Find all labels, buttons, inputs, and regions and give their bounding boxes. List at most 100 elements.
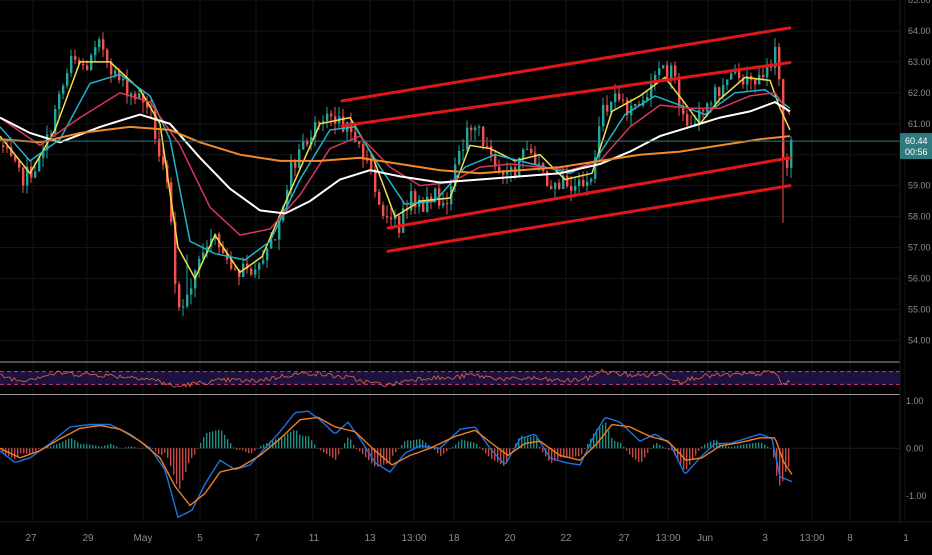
macd-histogram-bar	[74, 440, 76, 449]
candle-up	[410, 191, 413, 211]
channel-line-3[interactable]	[386, 156, 792, 230]
macd-histogram-bar	[563, 448, 565, 458]
macd-histogram-bar	[506, 448, 508, 464]
macd-histogram-bar	[545, 448, 547, 457]
macd-histogram-bar	[167, 448, 169, 458]
rsi-pane[interactable]	[0, 361, 900, 395]
candle-down	[238, 269, 241, 278]
macd-histogram-bar	[626, 448, 628, 451]
macd-histogram-bar	[476, 444, 478, 449]
price-tick-label: 59.00	[908, 181, 931, 191]
macd-histogram-bar	[614, 441, 616, 449]
macd-histogram-bar	[785, 448, 787, 472]
candle-up	[138, 93, 141, 100]
candle-down	[414, 191, 417, 207]
macd-histogram-bar	[404, 441, 406, 449]
candle-up	[50, 133, 53, 135]
macd-histogram-bar	[302, 436, 304, 449]
macd-histogram-bar	[17, 448, 19, 458]
candle-down	[146, 102, 149, 108]
candle-up	[766, 64, 769, 78]
candle-down	[386, 216, 389, 218]
candle-down	[550, 186, 553, 189]
macd-histogram-bar	[578, 448, 580, 457]
price-scale[interactable]: 54.00 55.00 56.00 57.00 58.00 59.00 61.00 62.00…	[899, 0, 932, 522]
candle-up	[594, 157, 597, 179]
macd-histogram-bar	[62, 441, 64, 449]
candle-down	[110, 61, 113, 75]
candle-up	[522, 149, 525, 159]
candle-up	[298, 149, 301, 168]
macd-histogram-bar	[677, 448, 679, 460]
candle-down	[134, 93, 137, 100]
macd-histogram-bar	[599, 426, 601, 449]
candle-down	[494, 155, 497, 167]
macd-histogram-bar	[185, 448, 187, 472]
macd-histogram-bar	[686, 448, 688, 470]
candle-down	[74, 56, 77, 60]
price-tick-label: 56.00	[908, 273, 931, 283]
macd-histogram-bar	[128, 446, 130, 449]
macd-histogram-bar	[491, 448, 493, 459]
candle-down	[622, 99, 625, 101]
price-tick-label: 62.00	[908, 88, 931, 98]
candle-up	[434, 188, 437, 201]
macd-histogram-bar	[728, 446, 730, 449]
channel-line-1[interactable]	[340, 26, 792, 103]
candle-down	[250, 268, 253, 275]
macd-histogram-bar	[437, 448, 439, 454]
macd-histogram-bar	[584, 448, 586, 449]
macd-histogram-bar	[164, 448, 166, 453]
candle-up	[62, 85, 65, 95]
macd-histogram-bar	[371, 448, 373, 464]
macd-histogram-bar	[35, 448, 37, 452]
time-tick-label: 3	[762, 533, 768, 544]
macd-histogram-bar	[242, 448, 244, 451]
candle-up	[506, 171, 509, 175]
macd-histogram-bar	[704, 444, 706, 449]
macd-histogram-bar	[701, 446, 703, 449]
macd-histogram-bar	[356, 448, 358, 450]
macd-histogram-bar	[680, 448, 682, 465]
macd-histogram-bar	[50, 446, 52, 449]
candle-down	[470, 127, 473, 131]
macd-histogram-bar	[38, 448, 40, 450]
macd-histogram-bar	[344, 443, 346, 449]
time-tick-label: 11	[309, 533, 320, 544]
candle-up	[454, 164, 457, 187]
candle-down	[230, 259, 233, 269]
candle-up	[510, 167, 513, 172]
time-tick-label: 7	[254, 533, 260, 544]
candle-down	[362, 144, 365, 160]
candle-down	[378, 191, 381, 205]
channel-line-2[interactable]	[340, 60, 792, 128]
macd-histogram-bar	[278, 437, 280, 449]
time-scale[interactable]: 27 29 May 5 7 11 13 13:00 18 20 22 27 13:00 Jun 3 13:00…	[0, 521, 932, 544]
macd-histogram-bar	[65, 440, 67, 449]
candle-up	[182, 306, 185, 308]
macd-pane[interactable]	[0, 410, 900, 519]
channel-line-4[interactable]	[386, 184, 792, 253]
candle-down	[178, 284, 181, 308]
macd-histogram-bar	[662, 446, 664, 449]
candle-down	[78, 59, 81, 64]
macd-histogram-bar	[176, 448, 178, 485]
candle-down	[106, 49, 109, 62]
macd-histogram-bar	[611, 437, 613, 449]
macd-histogram-bar	[509, 448, 511, 454]
macd-histogram-bar	[524, 437, 526, 449]
price-pane[interactable]	[0, 26, 900, 317]
candle-down	[786, 157, 789, 168]
macd-histogram-bar	[434, 448, 436, 451]
candle-down	[2, 145, 5, 148]
price-tick-label: 54.00	[908, 335, 931, 345]
macd-histogram-bar	[179, 448, 181, 489]
candle-down	[86, 65, 89, 70]
candle-up	[554, 182, 557, 189]
macd-histogram-bar	[251, 448, 253, 454]
candle-up	[442, 203, 445, 206]
macd-histogram-bar	[569, 448, 571, 458]
macd-histogram-bar	[446, 448, 448, 452]
